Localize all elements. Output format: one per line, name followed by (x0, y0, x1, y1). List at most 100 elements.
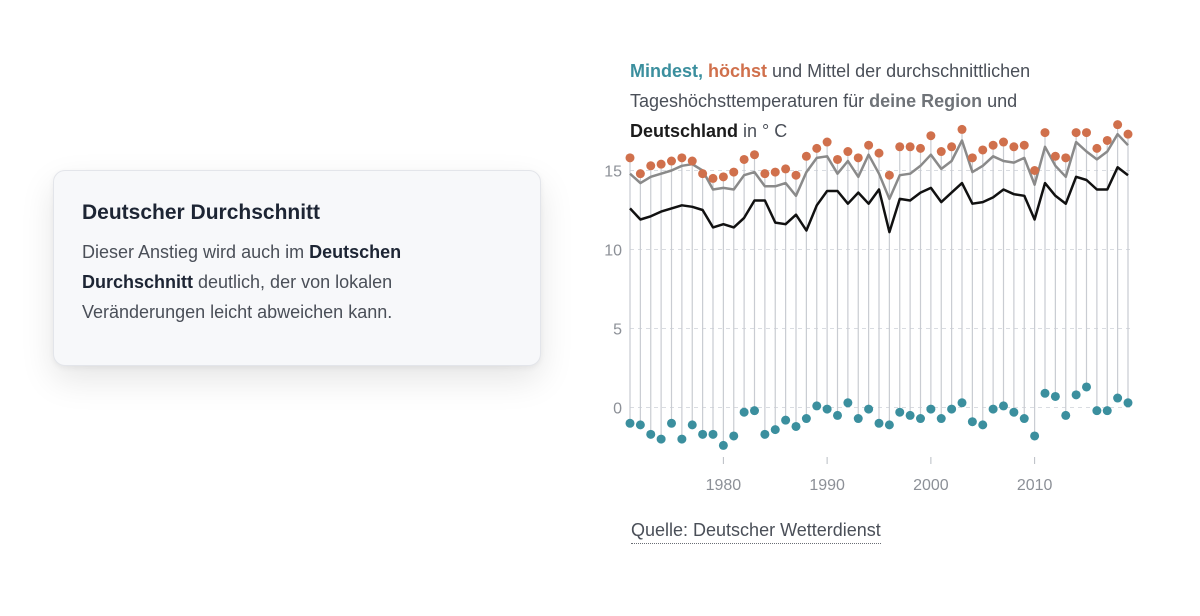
min-point (1009, 407, 1019, 417)
title-part1: und Mittel der durchschnittlichen Tagesh… (630, 61, 1031, 111)
min-point (1082, 382, 1091, 392)
min-point (677, 434, 687, 444)
max-point (988, 140, 998, 150)
min-point (781, 415, 791, 425)
max-point (916, 143, 925, 153)
y-tick-label: 10 (604, 243, 622, 260)
max-point (1030, 166, 1040, 175)
max-point (667, 156, 676, 166)
max-point (770, 167, 780, 177)
min-point (864, 404, 874, 414)
x-tick-label: 2010 (1017, 477, 1053, 494)
min-point (812, 401, 822, 411)
title-germany: Deutschland (630, 121, 739, 141)
min-point (1123, 398, 1133, 408)
max-point (926, 131, 936, 141)
max-point (750, 150, 759, 160)
max-point (812, 143, 822, 153)
min-point (698, 429, 708, 439)
min-point (926, 404, 936, 414)
max-point (1019, 140, 1029, 150)
max-point (1040, 128, 1050, 138)
max-point (708, 173, 718, 183)
min-point (667, 418, 676, 428)
min-point (843, 398, 853, 408)
card-text-after: deutlich, der von lokalen Veränderungen … (82, 272, 393, 322)
max-point (822, 137, 832, 147)
max-point (833, 154, 842, 164)
max-point (843, 147, 853, 157)
max-point (718, 172, 728, 182)
max-point (947, 142, 957, 152)
min-point (1113, 393, 1123, 403)
min-point (801, 414, 811, 424)
min-point (739, 407, 749, 417)
title-part3: in ° C (738, 121, 788, 141)
chart-title: Mindest, höchst und Mittel der durchschn… (630, 56, 1110, 146)
max-point (698, 169, 708, 179)
min-point (1102, 406, 1112, 416)
y-tick-label: 0 (613, 401, 622, 418)
max-point (895, 142, 905, 152)
min-point (635, 420, 645, 430)
min-point (625, 418, 635, 428)
max-point (739, 154, 749, 164)
max-point (957, 124, 967, 134)
min-point (905, 410, 915, 420)
min-point (656, 434, 666, 444)
max-point (646, 161, 656, 171)
max-point (936, 147, 946, 157)
max-point (1009, 142, 1019, 152)
max-point (1113, 120, 1123, 130)
max-point (760, 169, 770, 179)
min-point (770, 425, 780, 435)
x-tick-label: 1990 (809, 477, 845, 494)
max-point (905, 142, 915, 152)
germany-mean-line (629, 166, 1129, 234)
min-point (791, 421, 801, 431)
source-link[interactable]: Quelle: Deutscher Wetterdienst (631, 520, 881, 544)
min-point (1092, 406, 1102, 416)
max-point (1082, 128, 1091, 138)
max-point (625, 153, 635, 163)
max-point (1050, 151, 1060, 161)
min-point (646, 429, 656, 439)
max-point (656, 159, 666, 169)
max-point (874, 148, 884, 158)
max-point (801, 151, 811, 161)
max-point (687, 156, 697, 166)
min-point (822, 404, 832, 414)
info-card: Deutscher Durchschnitt Dieser Anstieg wi… (53, 170, 541, 366)
min-point (718, 440, 728, 450)
title-max-word: höchst (708, 61, 768, 81)
min-point (729, 431, 739, 441)
max-point (864, 140, 874, 150)
max-point (967, 153, 977, 163)
max-point (781, 164, 791, 174)
max-point (1092, 143, 1102, 153)
min-point (967, 417, 977, 427)
max-point (1123, 129, 1133, 139)
min-point (687, 420, 697, 430)
max-point (635, 169, 645, 179)
max-point (853, 153, 863, 163)
max-point (1071, 128, 1081, 138)
min-point (936, 414, 946, 424)
min-point (853, 414, 863, 424)
min-point (750, 406, 759, 416)
card-title: Deutscher Durchschnitt (82, 201, 321, 224)
title-min-word: Mindest, (630, 61, 704, 81)
min-point (988, 404, 998, 414)
card-text: Dieser Anstieg wird auch im Deutschen Du… (82, 237, 512, 327)
x-tick-label: 2000 (913, 477, 949, 494)
min-point (1019, 414, 1029, 424)
max-point (1061, 153, 1071, 163)
min-point (708, 429, 718, 439)
min-point (1040, 388, 1050, 398)
title-part2: und (982, 91, 1018, 111)
min-point (978, 420, 988, 430)
min-point (833, 410, 842, 420)
min-point (884, 420, 894, 430)
card-text-bold: Deutschen Durchschnitt (82, 242, 402, 292)
